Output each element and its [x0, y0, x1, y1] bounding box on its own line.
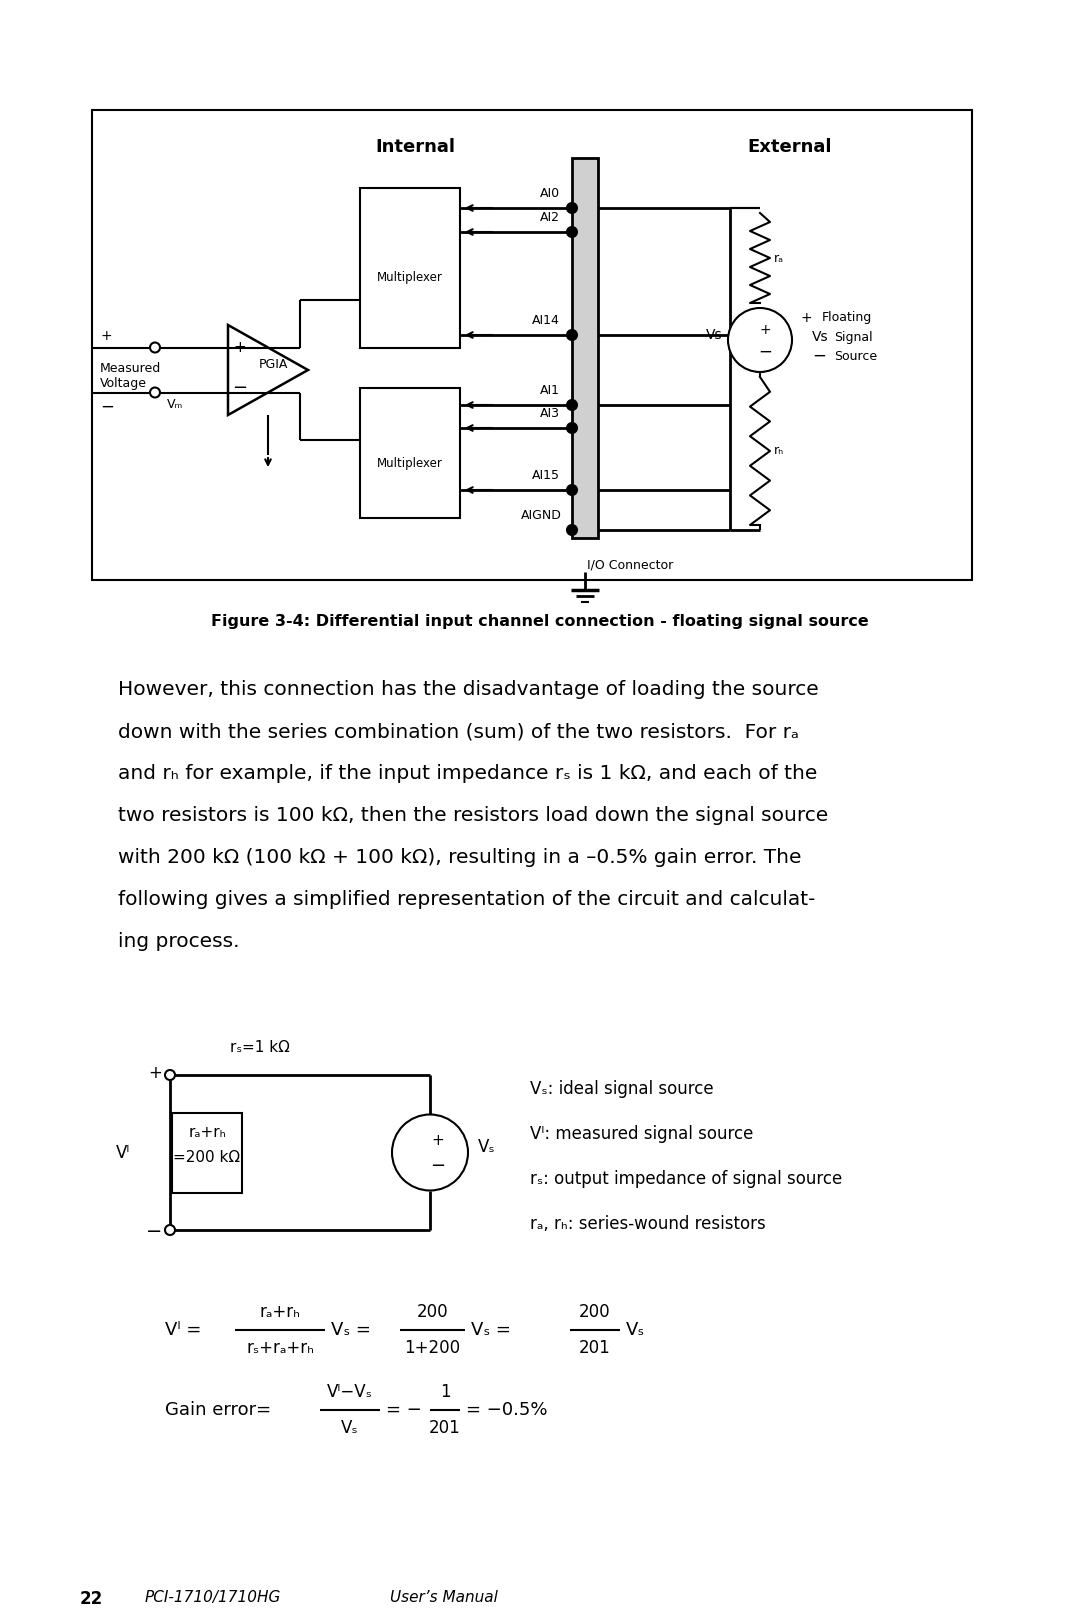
Text: −: −	[232, 380, 247, 397]
Text: +: +	[100, 329, 111, 342]
Bar	[572, 157, 598, 539]
Text: rₛ+rₐ+rₕ: rₛ+rₐ+rₕ	[246, 1340, 314, 1358]
Text: Vs: Vs	[706, 328, 723, 342]
Circle shape	[165, 1071, 175, 1080]
Bar	[360, 188, 460, 349]
Text: rₐ+rₕ: rₐ+rₕ	[259, 1302, 300, 1320]
Text: rₐ+rₕ: rₐ+rₕ	[188, 1126, 226, 1140]
Text: 22: 22	[80, 1590, 104, 1607]
Text: Source: Source	[834, 349, 877, 362]
Text: 200: 200	[579, 1302, 611, 1320]
Text: Vᴵ: Vᴵ	[116, 1144, 130, 1161]
Circle shape	[165, 1225, 175, 1234]
Text: 200: 200	[417, 1302, 448, 1320]
Text: =200 kΩ: =200 kΩ	[174, 1150, 241, 1165]
Text: External: External	[747, 138, 833, 156]
Text: Vₛ: Vₛ	[341, 1419, 359, 1437]
Text: Vₛ: Vₛ	[478, 1139, 496, 1156]
Text: rₐ, rₕ: series-wound resistors: rₐ, rₕ: series-wound resistors	[530, 1215, 766, 1233]
Bar	[172, 1113, 242, 1192]
Text: −: −	[758, 342, 772, 362]
Text: AI3: AI3	[540, 407, 561, 420]
Text: AI15: AI15	[532, 469, 561, 482]
Text: Vₛ: ideal signal source: Vₛ: ideal signal source	[530, 1080, 714, 1098]
Text: Vᴵ =: Vᴵ =	[165, 1320, 201, 1340]
Text: Multiplexer: Multiplexer	[377, 271, 443, 284]
Text: AI0: AI0	[540, 187, 561, 200]
Text: AIGND: AIGND	[522, 509, 562, 522]
Text: +: +	[148, 1064, 162, 1082]
Text: 201: 201	[579, 1340, 611, 1358]
Text: Figure 3-4: Differential input channel connection - floating signal source: Figure 3-4: Differential input channel c…	[211, 615, 869, 629]
Text: +: +	[800, 311, 812, 324]
Text: PCI-1710/1710HG: PCI-1710/1710HG	[145, 1590, 282, 1606]
Text: +: +	[432, 1134, 444, 1148]
Text: −: −	[100, 397, 113, 415]
Circle shape	[567, 401, 577, 410]
Text: 1+200: 1+200	[404, 1340, 460, 1358]
Text: AI2: AI2	[540, 211, 561, 224]
Text: Vₛ =: Vₛ =	[330, 1320, 370, 1340]
Text: down with the series combination (sum) of the two resistors.  For rₐ: down with the series combination (sum) o…	[118, 722, 799, 741]
Text: AI14: AI14	[532, 315, 561, 328]
Circle shape	[567, 227, 577, 237]
Text: rₛ=1 kΩ: rₛ=1 kΩ	[230, 1040, 289, 1054]
Text: Vₛ: Vₛ	[626, 1320, 645, 1340]
Text: Floating: Floating	[822, 311, 873, 324]
Text: with 200 kΩ (100 kΩ + 100 kΩ), resulting in a –0.5% gain error. The: with 200 kΩ (100 kΩ + 100 kΩ), resulting…	[118, 848, 801, 868]
Circle shape	[567, 329, 577, 341]
Circle shape	[728, 308, 792, 371]
Text: Signal: Signal	[834, 331, 873, 344]
Text: Gain error=: Gain error=	[165, 1401, 271, 1419]
Text: Voltage: Voltage	[100, 378, 147, 391]
Text: Multiplexer: Multiplexer	[377, 456, 443, 469]
Bar	[360, 388, 460, 517]
Bar	[92, 110, 972, 581]
Text: two resistors is 100 kΩ, then the resistors load down the signal source: two resistors is 100 kΩ, then the resist…	[118, 806, 828, 826]
Text: rₛ: output impedance of signal source: rₛ: output impedance of signal source	[530, 1169, 842, 1187]
Text: PGIA: PGIA	[258, 358, 287, 371]
Text: −: −	[431, 1158, 446, 1176]
Circle shape	[150, 388, 160, 397]
Text: However, this connection has the disadvantage of loading the source: However, this connection has the disadva…	[118, 680, 819, 699]
Circle shape	[567, 526, 577, 535]
Text: Vₛ =: Vₛ =	[471, 1320, 511, 1340]
Text: Vᴵ: measured signal source: Vᴵ: measured signal source	[530, 1126, 754, 1144]
Text: Vᴵ−Vₛ: Vᴵ−Vₛ	[327, 1384, 373, 1401]
Text: Vₘ: Vₘ	[167, 397, 184, 410]
Text: ing process.: ing process.	[118, 933, 240, 950]
Circle shape	[392, 1114, 468, 1191]
Text: −: −	[812, 347, 826, 365]
Text: Internal: Internal	[375, 138, 455, 156]
Text: AI1: AI1	[540, 384, 561, 397]
Text: following gives a simplified representation of the circuit and calculat-: following gives a simplified representat…	[118, 890, 815, 908]
Circle shape	[567, 423, 577, 433]
Text: 201: 201	[429, 1419, 461, 1437]
Text: +: +	[759, 323, 771, 337]
Text: Measured: Measured	[100, 362, 161, 376]
Text: +: +	[233, 341, 246, 355]
Text: and rₕ for example, if the input impedance rₛ is 1 kΩ, and each of the: and rₕ for example, if the input impedan…	[118, 764, 818, 783]
Text: I/O Connector: I/O Connector	[588, 558, 673, 571]
Text: Vs: Vs	[812, 329, 828, 344]
Text: −: −	[146, 1223, 162, 1241]
Text: = −: = −	[386, 1401, 422, 1419]
Text: 1: 1	[440, 1384, 450, 1401]
Text: rₕ: rₕ	[774, 444, 784, 457]
Circle shape	[150, 342, 160, 352]
Text: rₐ: rₐ	[774, 251, 784, 264]
Text: = −0.5%: = −0.5%	[465, 1401, 548, 1419]
Text: User’s Manual: User’s Manual	[390, 1590, 498, 1606]
Circle shape	[567, 203, 577, 212]
Circle shape	[567, 485, 577, 495]
